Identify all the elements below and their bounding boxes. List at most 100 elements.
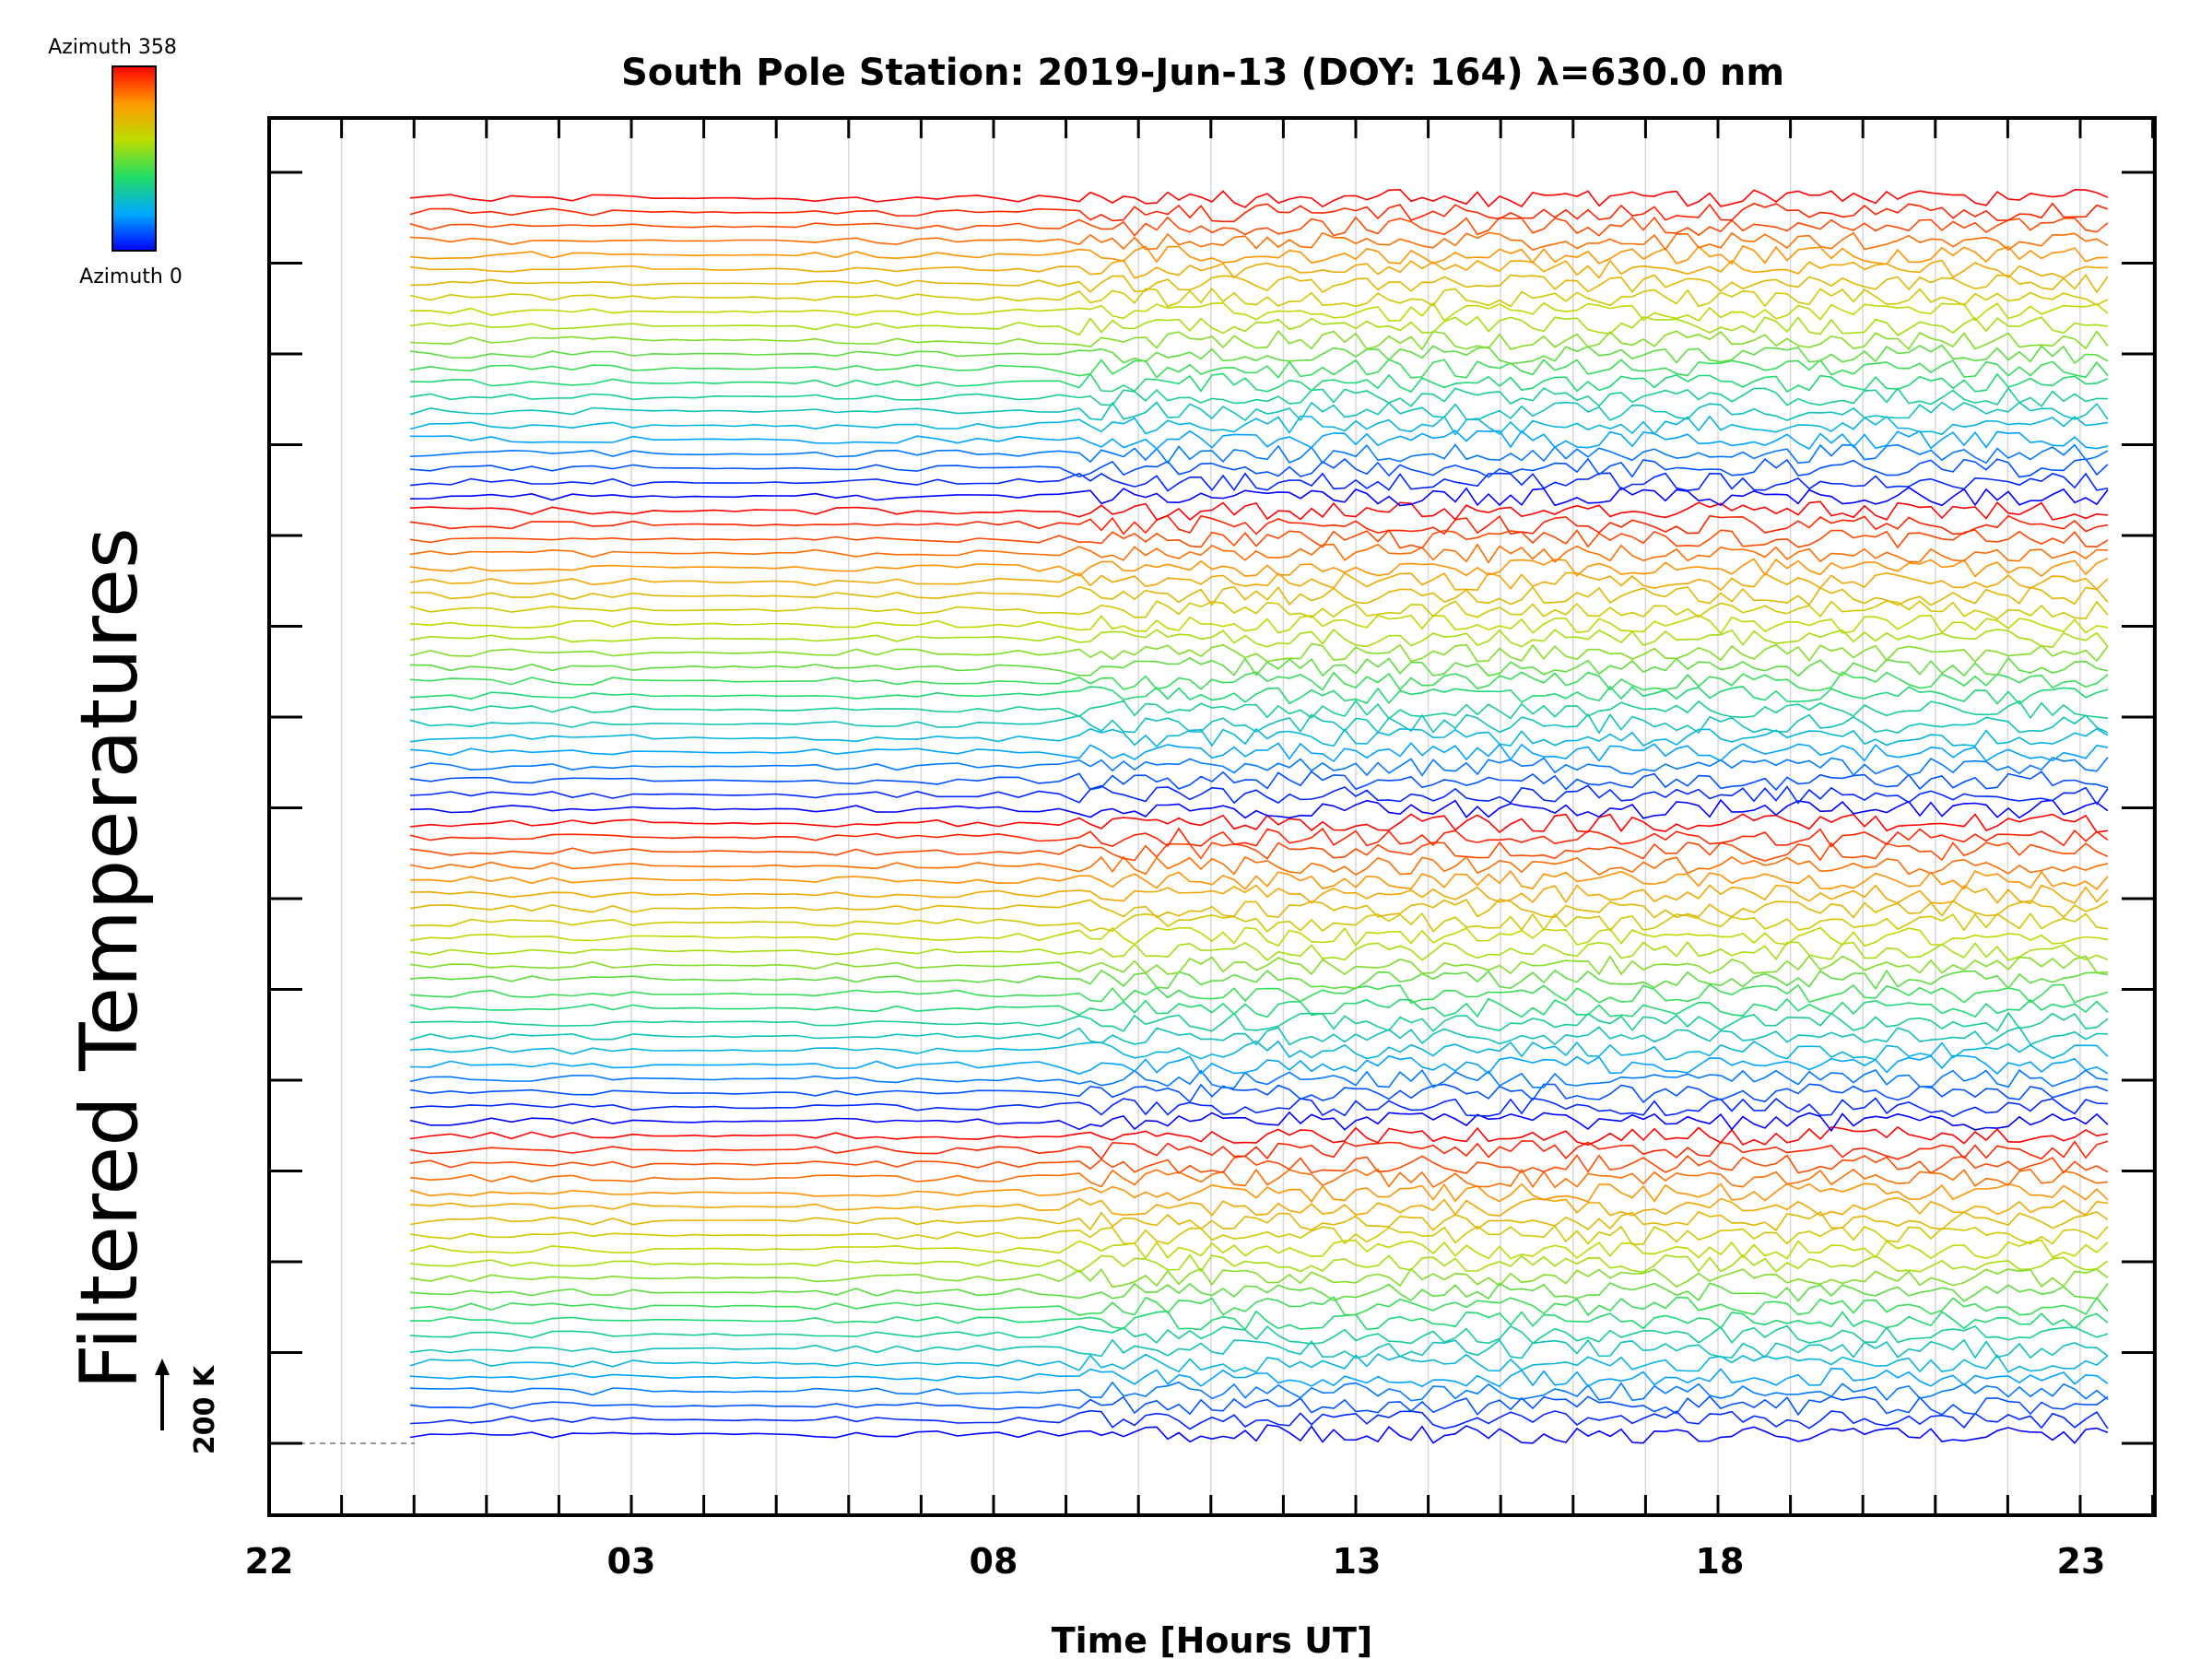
trace-line <box>409 1069 2109 1089</box>
trace-line <box>409 827 2109 848</box>
x-tick-label: 13 <box>1333 1541 1382 1582</box>
trace-line <box>409 1196 2109 1217</box>
trace-line <box>409 997 2109 1018</box>
trace-line <box>409 1282 2109 1302</box>
trace-line <box>409 1253 2109 1274</box>
trace-line <box>409 231 2109 252</box>
axis-ticks <box>269 118 2155 1515</box>
trace-line <box>409 813 2109 833</box>
trace-line <box>409 855 2109 877</box>
trace-line <box>409 955 2109 976</box>
trace-line <box>409 1083 2109 1104</box>
trace-line <box>409 486 2109 507</box>
trace-line <box>409 1011 2109 1032</box>
trace-line <box>409 274 2109 294</box>
x-tick-label: 08 <box>970 1541 1018 1582</box>
trace-line <box>409 344 2109 365</box>
trace-line <box>409 1296 2109 1317</box>
colorbar-top-label: Azimuth 358 <box>48 36 177 59</box>
trace-line <box>409 1353 2109 1373</box>
trace-line <box>409 1097 2109 1118</box>
trace-line <box>409 798 2109 819</box>
trace-line <box>409 912 2109 933</box>
trace-line <box>409 1168 2109 1189</box>
trace-line <box>409 1267 2109 1288</box>
trace-line <box>409 983 2109 1005</box>
trace-line <box>409 528 2109 549</box>
trace-line <box>409 359 2109 379</box>
trace-line <box>409 884 2109 905</box>
trace-line <box>409 969 2109 991</box>
trace-line <box>409 1367 2109 1388</box>
trace-line <box>409 685 2109 705</box>
trace-line <box>409 472 2109 492</box>
trace-line <box>409 216 2109 237</box>
scale-bar-label: 200 K <box>189 1364 221 1454</box>
trace-line <box>409 1026 2109 1046</box>
colorbar <box>112 65 157 252</box>
trace-line <box>409 770 2109 792</box>
y-axis-label: Filtered Temperatures <box>64 527 156 1390</box>
trace-line <box>409 741 2109 763</box>
trace-line <box>409 784 2109 806</box>
trace-line <box>409 1381 2109 1402</box>
trace-line <box>409 202 2109 223</box>
trace-line <box>409 514 2109 535</box>
trace-line <box>409 600 2109 620</box>
trace-line <box>409 386 2109 407</box>
x-tick-label: 18 <box>1696 1541 1745 1582</box>
trace-line <box>409 571 2109 592</box>
trace-line <box>409 558 2109 578</box>
trace-line <box>409 443 2109 465</box>
trace-line <box>409 629 2109 648</box>
trace-line <box>409 1338 2109 1359</box>
trace-line <box>409 500 2109 521</box>
colorbar-bottom-label: Azimuth 0 <box>79 265 182 288</box>
trace-line <box>410 1310 2109 1331</box>
trace-line <box>410 585 2109 606</box>
trace-line <box>409 1154 2109 1174</box>
trace-line <box>409 1239 2109 1260</box>
trace-line <box>409 1182 2109 1204</box>
x-tick-label: 23 <box>2057 1541 2106 1582</box>
trace-line <box>409 1111 2109 1133</box>
trace-line <box>409 287 2109 308</box>
trace-line <box>409 301 2109 323</box>
trace-line <box>409 1054 2109 1076</box>
trace-line <box>409 372 2109 394</box>
trace-line <box>409 543 2109 564</box>
trace-line <box>409 941 2109 961</box>
x-tick-labels: 22 03 08 13 18 23 <box>245 1541 2106 1582</box>
trace-line <box>409 1125 2109 1146</box>
trace-line <box>409 1424 2109 1444</box>
trace-lines <box>409 188 2109 1444</box>
trace-line <box>409 656 2109 677</box>
trace-line <box>409 898 2109 919</box>
trace-line <box>409 1210 2109 1231</box>
trace-line <box>409 259 2108 279</box>
trace-line <box>409 188 2109 208</box>
trace-line <box>409 926 2109 947</box>
trace-line <box>409 1040 2109 1061</box>
trace-line <box>409 712 2109 735</box>
trace-line <box>409 614 2109 635</box>
trace-line <box>409 700 2109 720</box>
trace-line <box>409 1395 2109 1417</box>
trace-line <box>409 329 2109 351</box>
x-tick-label: 22 <box>245 1541 294 1582</box>
trace-line <box>409 727 2109 748</box>
trace-line <box>409 401 2109 422</box>
trace-line <box>409 244 2109 265</box>
trace-line <box>409 841 2109 862</box>
trace-line <box>409 642 2109 664</box>
trace-line <box>409 1324 2109 1345</box>
trace-line <box>409 457 2109 478</box>
x-tick-label: 03 <box>607 1541 656 1582</box>
trace-line <box>409 671 2109 691</box>
trace-line <box>409 757 2109 777</box>
trace-line <box>409 429 2109 451</box>
chart-title: South Pole Station: 2019-Jun-13 (DOY: 16… <box>621 52 1784 94</box>
trace-line <box>409 315 2109 336</box>
trace-line <box>409 1225 2109 1246</box>
